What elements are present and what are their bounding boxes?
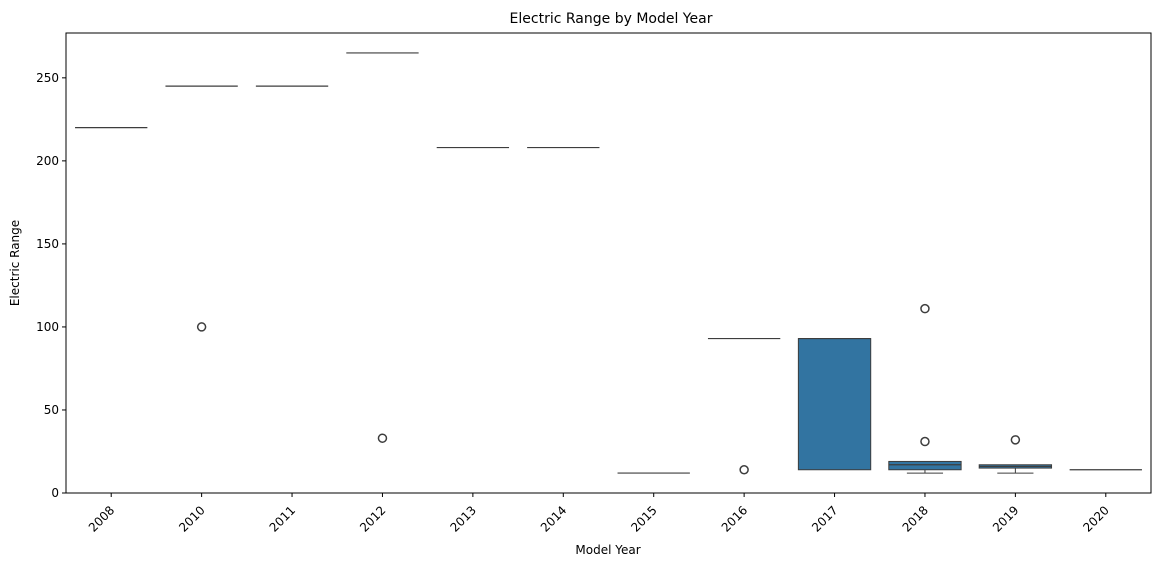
x-tick-label: 2010 bbox=[176, 503, 207, 534]
outlier-point bbox=[920, 436, 930, 447]
box-body bbox=[888, 460, 962, 471]
outlier-point bbox=[920, 303, 930, 314]
y-tick-label: 250 bbox=[36, 71, 59, 85]
box-2018 bbox=[888, 303, 962, 474]
x-tick-label: 2014 bbox=[538, 503, 569, 534]
x-tick-label: 2020 bbox=[1080, 503, 1111, 534]
y-tick-label: 200 bbox=[36, 154, 59, 168]
x-tick-label: 2011 bbox=[267, 503, 298, 534]
chart-title: Electric Range by Model Year bbox=[510, 11, 713, 27]
outlier-point bbox=[739, 465, 749, 475]
y-axis: 0 50 100 150 200 250 bbox=[36, 71, 66, 500]
plot-area: 0 50 100 150 200 250 2008 2010 2011 2012 2013 2014… bbox=[36, 32, 1152, 535]
box-2016 bbox=[707, 337, 781, 475]
x-tick-label: 2013 bbox=[447, 503, 478, 534]
plot-frame bbox=[65, 32, 1152, 494]
y-axis-label: Electric Range bbox=[8, 220, 22, 306]
outlier-point bbox=[1010, 435, 1021, 445]
y-tick-label: 50 bbox=[44, 403, 59, 417]
box-body bbox=[797, 338, 872, 471]
x-tick-label: 2015 bbox=[628, 503, 659, 534]
x-tick-label: 2016 bbox=[719, 503, 750, 534]
x-tick-label: 2018 bbox=[900, 503, 931, 534]
x-tick-label: 2008 bbox=[86, 503, 117, 534]
box-2012 bbox=[346, 52, 419, 443]
y-tick-label: 0 bbox=[51, 486, 59, 500]
x-tick-label: 2019 bbox=[990, 503, 1021, 534]
x-tick-label: 2012 bbox=[357, 503, 388, 534]
box-2019 bbox=[978, 435, 1053, 474]
outlier-point bbox=[377, 433, 388, 443]
x-tick-label: 2017 bbox=[809, 503, 840, 534]
x-axis: 2008 2010 2011 2012 2013 2014 2015 2016 2017 2018… bbox=[86, 493, 1112, 535]
box-2010 bbox=[165, 85, 238, 332]
y-tick-label: 100 bbox=[36, 320, 59, 334]
box-2017 bbox=[797, 337, 872, 471]
y-tick-label: 150 bbox=[36, 237, 59, 251]
outlier-point bbox=[196, 322, 207, 332]
x-axis-label: Model Year bbox=[575, 543, 640, 557]
boxes-layer bbox=[75, 52, 1142, 475]
